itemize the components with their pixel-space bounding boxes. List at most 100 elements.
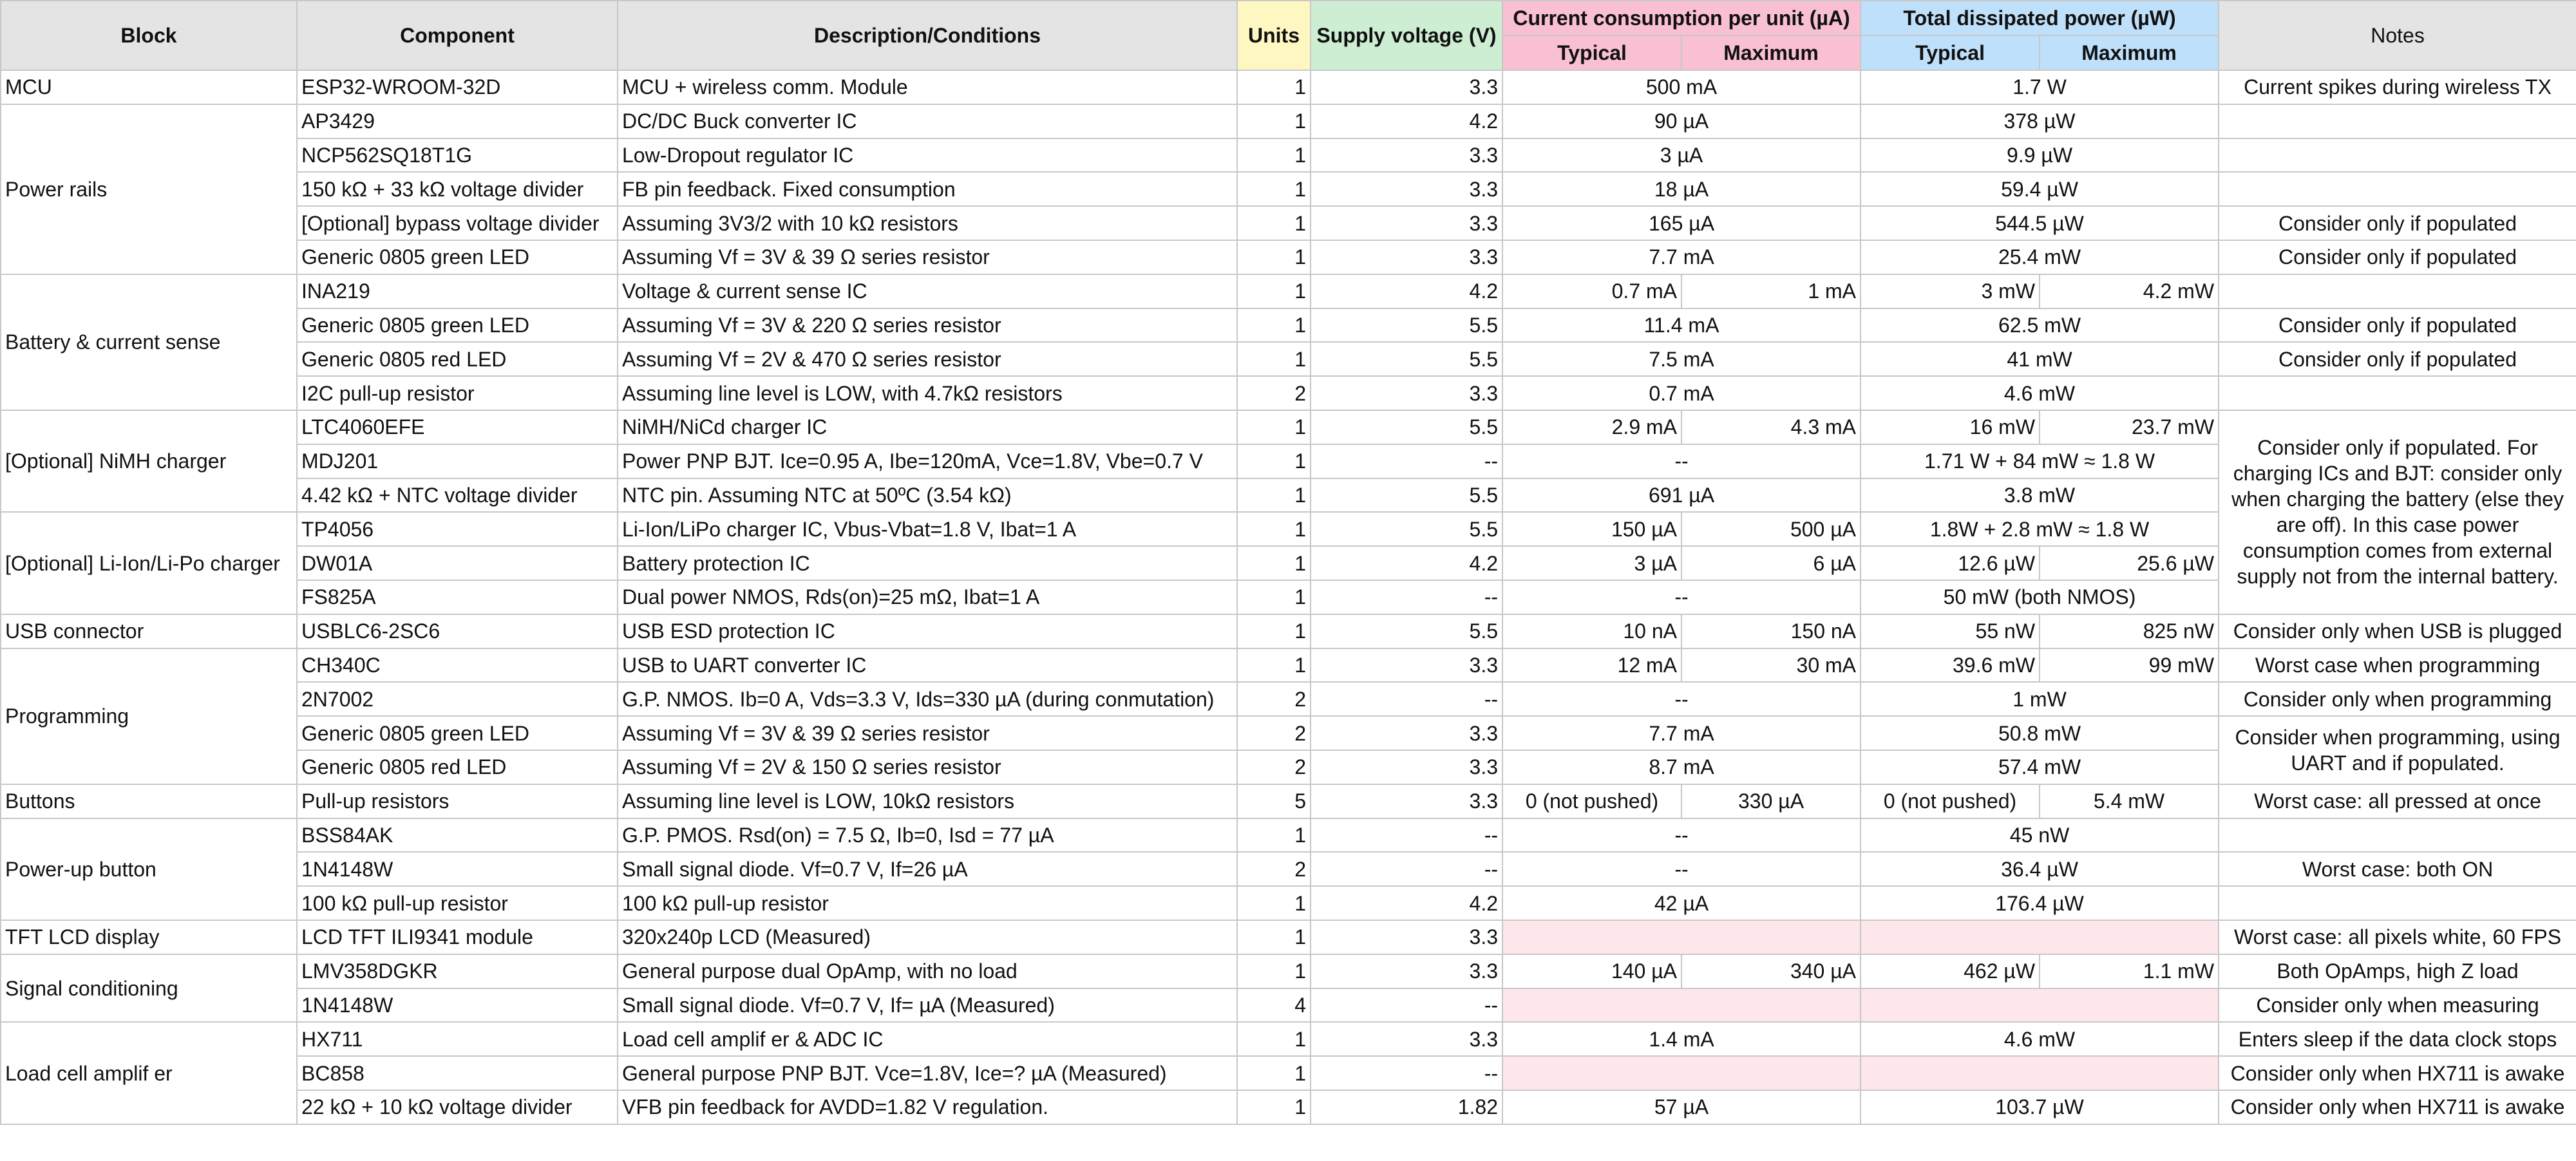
- power-cell[interactable]: 544.5 µW: [1861, 206, 2219, 240]
- component-cell[interactable]: USBLC6-2SC6: [297, 614, 618, 648]
- supply-cell[interactable]: 5.5: [1311, 614, 1502, 648]
- block-cell[interactable]: TFT LCD display: [1, 920, 297, 954]
- header-dissipated-power[interactable]: Total dissipated power (µW): [1861, 1, 2219, 35]
- current-cell[interactable]: --: [1502, 580, 1861, 614]
- description-cell[interactable]: G.P. NMOS. Ib=0 A, Vds=3.3 V, Ids=330 µA…: [618, 682, 1237, 716]
- component-cell[interactable]: 1N4148W: [297, 988, 618, 1023]
- notes-cell-chargers[interactable]: Consider only if populated. For charging…: [2219, 410, 2576, 614]
- supply-cell[interactable]: 3.3: [1311, 648, 1502, 683]
- units-cell[interactable]: 1: [1237, 954, 1311, 988]
- notes-cell[interactable]: [2219, 172, 2576, 206]
- units-cell[interactable]: 2: [1237, 716, 1311, 750]
- header-supply-voltage[interactable]: Supply voltage (V): [1311, 1, 1502, 70]
- current-cell[interactable]: 42 µA: [1502, 886, 1861, 920]
- notes-cell[interactable]: [2219, 104, 2576, 138]
- units-cell[interactable]: 1: [1237, 648, 1311, 683]
- units-cell[interactable]: 1: [1237, 308, 1311, 343]
- current-cell[interactable]: 90 µA: [1502, 104, 1861, 138]
- power-cell[interactable]: 1.71 W + 84 mW ≈ 1.8 W: [1861, 444, 2219, 478]
- supply-cell[interactable]: 4.2: [1311, 886, 1502, 920]
- current-maximum-cell[interactable]: 150 nA: [1681, 614, 1861, 648]
- notes-cell[interactable]: [2219, 886, 2576, 920]
- component-cell[interactable]: [Optional] bypass voltage divider: [297, 206, 618, 240]
- current-typical-cell[interactable]: 150 µA: [1502, 512, 1681, 546]
- description-cell[interactable]: MCU + wireless comm. Module: [618, 70, 1237, 104]
- component-cell[interactable]: ESP32-WROOM-32D: [297, 70, 618, 104]
- description-cell[interactable]: NTC pin. Assuming NTC at 50ºC (3.54 kΩ): [618, 478, 1237, 513]
- notes-cell[interactable]: Worst case: both ON: [2219, 852, 2576, 886]
- power-cell[interactable]: 25.4 mW: [1861, 240, 2219, 274]
- notes-cell[interactable]: Both OpAmps, high Z load: [2219, 954, 2576, 988]
- block-cell[interactable]: [Optional] NiMH charger: [1, 410, 297, 512]
- current-cell[interactable]: 7.5 mA: [1502, 342, 1861, 376]
- current-cell-empty[interactable]: [1502, 920, 1861, 954]
- description-cell[interactable]: Voltage & current sense IC: [618, 274, 1237, 308]
- block-cell[interactable]: Load cell amplif er: [1, 1022, 297, 1124]
- component-cell[interactable]: HX711: [297, 1022, 618, 1056]
- notes-cell[interactable]: Consider only when HX711 is awake: [2219, 1056, 2576, 1090]
- description-cell[interactable]: USB ESD protection IC: [618, 614, 1237, 648]
- power-cell-empty[interactable]: [1861, 1056, 2219, 1090]
- supply-cell[interactable]: 3.3: [1311, 172, 1502, 206]
- notes-cell[interactable]: [2219, 376, 2576, 410]
- current-maximum-cell[interactable]: 500 µA: [1681, 512, 1861, 546]
- units-cell[interactable]: 1: [1237, 1022, 1311, 1056]
- power-maximum-cell[interactable]: 4.2 mW: [2040, 274, 2219, 308]
- component-cell[interactable]: 150 kΩ + 33 kΩ voltage divider: [297, 172, 618, 206]
- block-cell[interactable]: Battery & current sense: [1, 274, 297, 410]
- notes-cell[interactable]: [2219, 818, 2576, 853]
- supply-cell[interactable]: 4.2: [1311, 546, 1502, 580]
- component-cell[interactable]: 100 kΩ pull-up resistor: [297, 886, 618, 920]
- supply-cell[interactable]: 5.5: [1311, 342, 1502, 376]
- description-cell[interactable]: Load cell amplif er & ADC IC: [618, 1022, 1237, 1056]
- supply-cell[interactable]: --: [1311, 988, 1502, 1023]
- description-cell[interactable]: Assuming Vf = 3V & 220 Ω series resistor: [618, 308, 1237, 343]
- units-cell[interactable]: 1: [1237, 546, 1311, 580]
- header-power-typical[interactable]: Typical: [1861, 35, 2040, 70]
- units-cell[interactable]: 1: [1237, 240, 1311, 274]
- supply-cell[interactable]: 3.3: [1311, 920, 1502, 954]
- notes-cell[interactable]: [2219, 274, 2576, 308]
- block-cell[interactable]: [Optional] Li-Ion/Li-Po charger: [1, 512, 297, 614]
- supply-cell[interactable]: 5.5: [1311, 410, 1502, 444]
- notes-cell[interactable]: Consider only when measuring: [2219, 988, 2576, 1023]
- supply-cell[interactable]: 3.3: [1311, 750, 1502, 784]
- header-power-maximum[interactable]: Maximum: [2040, 35, 2219, 70]
- supply-cell[interactable]: 5.5: [1311, 512, 1502, 546]
- power-cell[interactable]: 45 nW: [1861, 818, 2219, 853]
- supply-cell[interactable]: 3.3: [1311, 206, 1502, 240]
- description-cell[interactable]: DC/DC Buck converter IC: [618, 104, 1237, 138]
- component-cell[interactable]: Generic 0805 green LED: [297, 308, 618, 343]
- description-cell[interactable]: Small signal diode. Vf=0.7 V, If=26 µA: [618, 852, 1237, 886]
- notes-cell[interactable]: Worst case: all pressed at once: [2219, 784, 2576, 818]
- power-cell[interactable]: 41 mW: [1861, 342, 2219, 376]
- supply-cell[interactable]: --: [1311, 1056, 1502, 1090]
- current-maximum-cell[interactable]: 30 mA: [1681, 648, 1861, 683]
- power-maximum-cell[interactable]: 5.4 mW: [2040, 784, 2219, 818]
- supply-cell[interactable]: 3.3: [1311, 1022, 1502, 1056]
- supply-cell[interactable]: 5.5: [1311, 478, 1502, 513]
- notes-cell[interactable]: Worst case when programming: [2219, 648, 2576, 683]
- supply-cell[interactable]: 1.82: [1311, 1090, 1502, 1124]
- power-maximum-cell[interactable]: 99 mW: [2040, 648, 2219, 683]
- units-cell[interactable]: 5: [1237, 784, 1311, 818]
- current-cell[interactable]: 7.7 mA: [1502, 716, 1861, 750]
- supply-cell[interactable]: 4.2: [1311, 104, 1502, 138]
- current-maximum-cell[interactable]: 1 mA: [1681, 274, 1861, 308]
- header-units[interactable]: Units: [1237, 1, 1311, 70]
- current-cell[interactable]: --: [1502, 444, 1861, 478]
- power-maximum-cell[interactable]: 1.1 mW: [2040, 954, 2219, 988]
- header-component[interactable]: Component: [297, 1, 618, 70]
- notes-cell[interactable]: Consider only when USB is plugged: [2219, 614, 2576, 648]
- current-cell[interactable]: 500 mA: [1502, 70, 1861, 104]
- notes-cell[interactable]: Worst case: all pixels white, 60 FPS: [2219, 920, 2576, 954]
- notes-cell[interactable]: Consider only if populated: [2219, 206, 2576, 240]
- notes-cell[interactable]: Current spikes during wireless TX: [2219, 70, 2576, 104]
- description-cell[interactable]: USB to UART converter IC: [618, 648, 1237, 683]
- power-typical-cell[interactable]: 39.6 mW: [1861, 648, 2040, 683]
- description-cell[interactable]: Small signal diode. Vf=0.7 V, If= µA (Me…: [618, 988, 1237, 1023]
- power-cell[interactable]: 1 mW: [1861, 682, 2219, 716]
- notes-cell[interactable]: Consider only if populated: [2219, 308, 2576, 343]
- component-cell[interactable]: Generic 0805 green LED: [297, 716, 618, 750]
- supply-cell[interactable]: 4.2: [1311, 274, 1502, 308]
